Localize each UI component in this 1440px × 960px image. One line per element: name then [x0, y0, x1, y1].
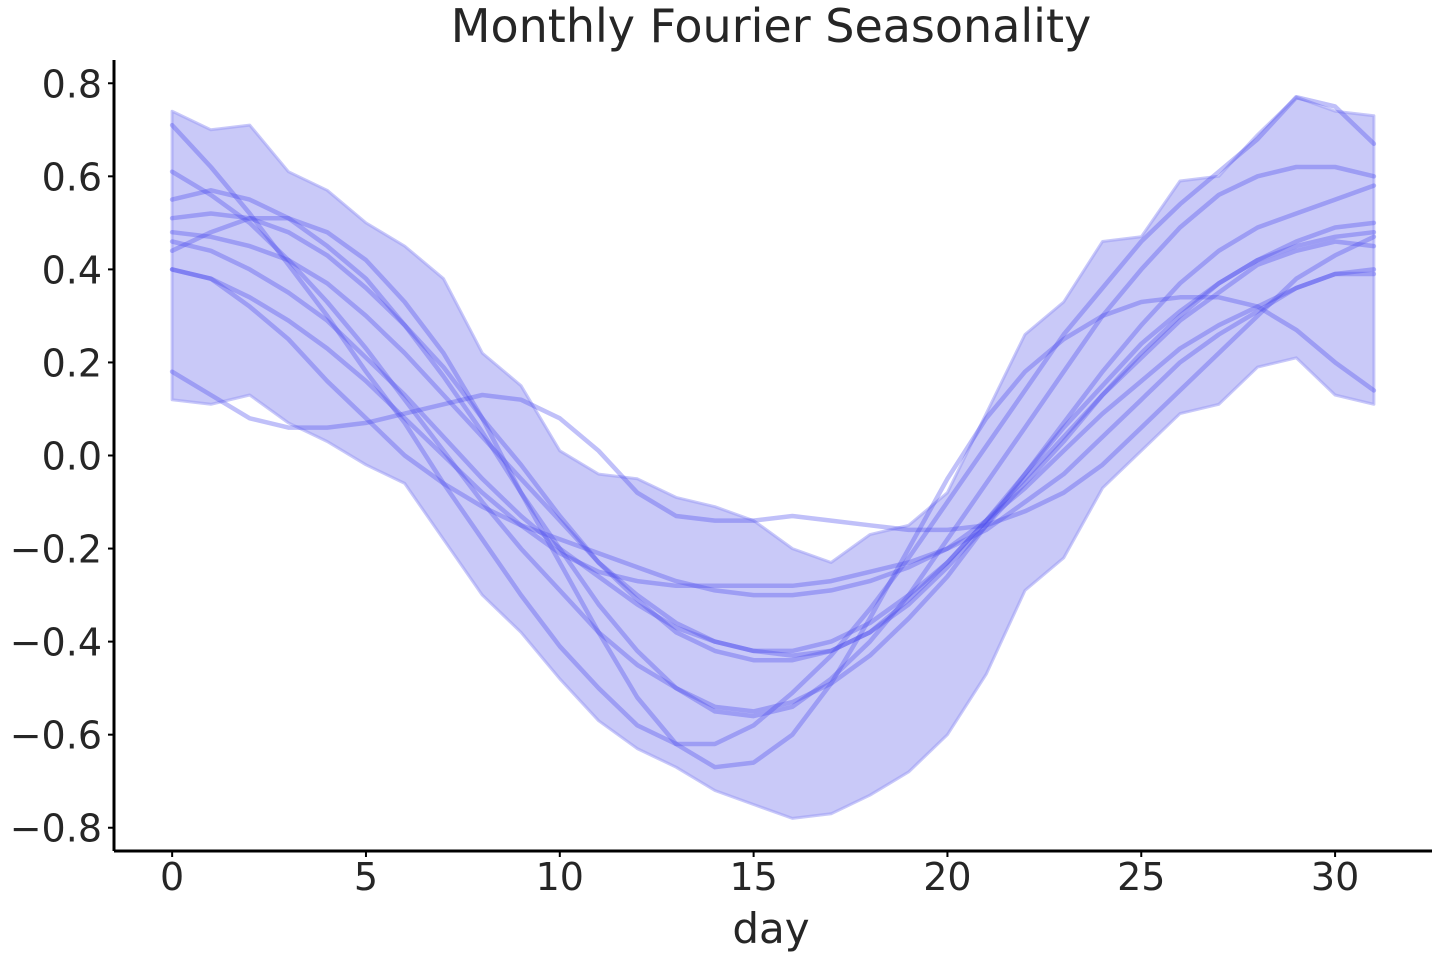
series-line-4 [169, 211, 1377, 663]
x-tick-label: 10 [536, 855, 584, 899]
series-line-10 [169, 234, 1377, 533]
series-line-2 [169, 169, 1377, 714]
chart-title: Monthly Fourier Seasonality [451, 0, 1091, 53]
x-tick-label: 30 [1311, 855, 1359, 899]
series-line-1 [169, 94, 1377, 747]
y-tick-label: −0.2 [10, 528, 102, 572]
series-line-8 [169, 267, 1377, 598]
x-axis-ticks: 0 5 10 15 20 25 30 [160, 851, 1359, 899]
y-tick-label: −0.6 [10, 714, 102, 758]
y-axis-ticks: 0.8 0.6 0.4 0.2 0.0 −0.2 −0.4 −0.6 −0.8 [10, 62, 114, 851]
x-tick-label: 20 [923, 855, 971, 899]
series-line-9 [169, 267, 1377, 589]
y-tick-label: −0.4 [10, 621, 102, 665]
y-tick-label: 0.8 [42, 62, 102, 106]
series-line-6 [169, 239, 1377, 658]
x-tick-label: 0 [160, 855, 184, 899]
y-tick-label: 0.6 [42, 155, 102, 199]
x-tick-label: 5 [354, 855, 378, 899]
x-tick-label: 25 [1117, 855, 1165, 899]
uncertainty-band [170, 95, 1376, 820]
y-tick-label: −0.8 [10, 807, 102, 851]
series-line-5 [169, 220, 1377, 654]
x-tick-label: 15 [729, 855, 777, 899]
x-axis-label: day [732, 904, 809, 953]
y-tick-label: 0.4 [42, 248, 102, 292]
y-tick-label: 0.0 [42, 435, 102, 479]
series-line-7 [169, 215, 1377, 770]
series-line-3 [169, 164, 1377, 719]
y-tick-label: 0.2 [42, 341, 102, 385]
plot-area [169, 94, 1377, 820]
